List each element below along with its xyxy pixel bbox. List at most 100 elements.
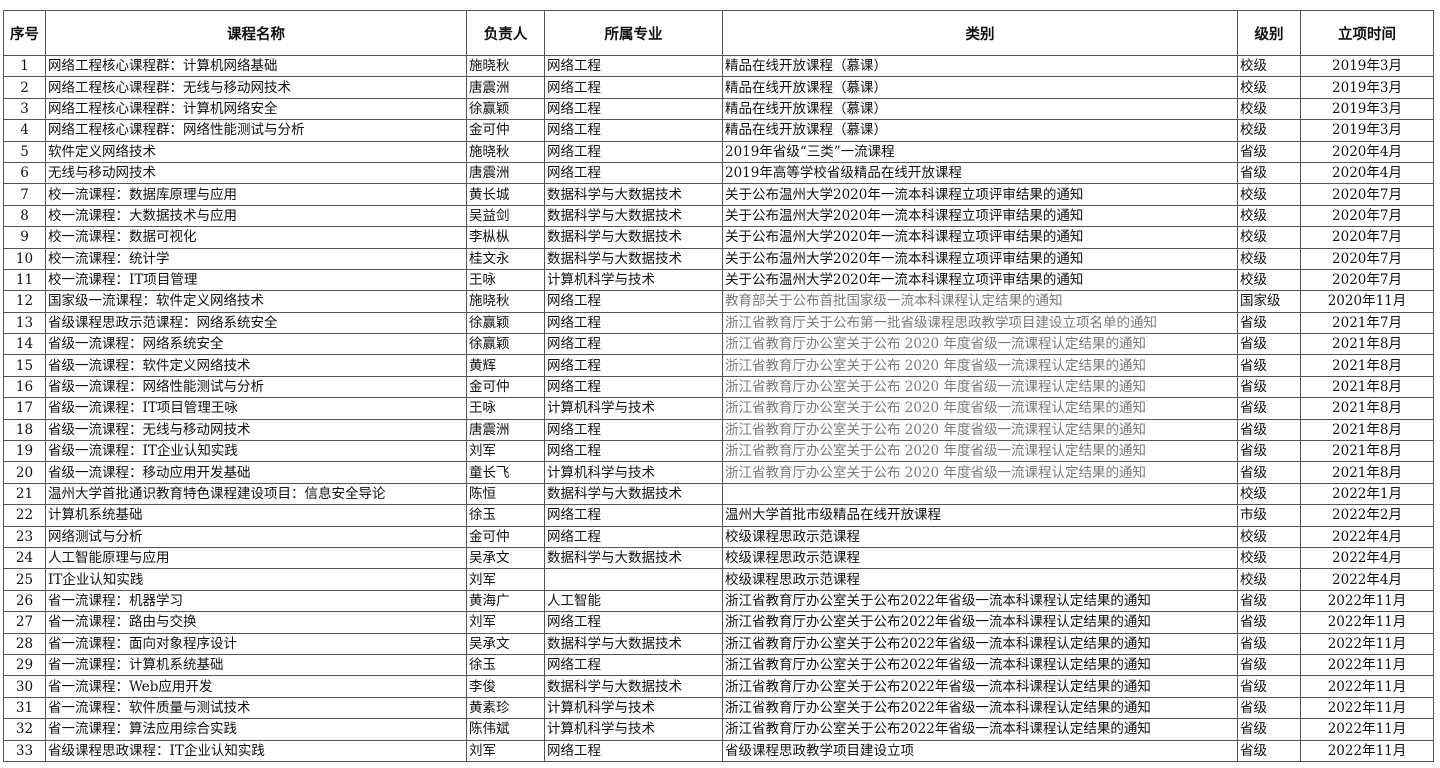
cell-no: 23 — [3, 525, 46, 548]
cell-owner: 徐赢颖 — [466, 333, 545, 356]
table-row: 24 人工智能原理与应用 吴承文 数据科学与大数据技术 校级课程思政示范课程 校级 2022… — [3, 546, 1434, 570]
table-row: 30 省一流课程：Web应用开发 李俊 数据科学与大数据技术 浙江省教育厅办公室关于公布… — [3, 675, 1434, 698]
table-row: 31 省一流课程：软件质量与测试技术 黄素珍 计算机科学与技术 浙江省教育厅办公室关于公… — [3, 696, 1434, 720]
table-row: 9 校一流课程：数据可视化 李枞枞 数据科学与大数据技术 关于公布温州大学2020年一流… — [3, 226, 1434, 249]
cell-course-name: 省级一流课程：软件定义网络技术 — [45, 354, 467, 377]
cell-course-name: 省一流课程：计算机系统基础 — [45, 653, 467, 677]
cell-owner: 王咏 — [466, 268, 545, 292]
cell-major: 网络工程 — [544, 418, 723, 442]
cell-level: 省级 — [1237, 354, 1301, 377]
cell-no: 15 — [3, 354, 46, 377]
cell-level: 省级 — [1237, 589, 1301, 613]
cell-major: 数据科学与大数据技术 — [544, 204, 723, 228]
course-table: 序号 课程名称 负责人 所属专业 类别 级别 立项时间 1 网络工程核心课程群：计… — [3, 10, 1434, 762]
table-row: 8 校一流课程：大数据技术与应用 吴益剑 数据科学与大数据技术 关于公布温州大学2020… — [3, 204, 1434, 228]
table-row: 4 网络工程核心课程群：网络性能测试与分析 金可仲 网络工程 精品在线开放课程（慕课）校… — [3, 119, 1434, 142]
table-row: 14 省级一流课程：网络系统安全 徐赢颖 网络工程 浙江省教育厅办公室关于公布 2020… — [3, 333, 1434, 356]
cell-major: 网络工程 — [544, 653, 723, 677]
table-row: 2 网络工程核心课程群：无线与移动网技术 唐震洲 网络工程 精品在线开放课程（慕课） 校级… — [3, 76, 1434, 99]
cell-major: 数据科学与大数据技术 — [544, 546, 723, 570]
cell-category: 温州大学首批市级精品在线开放课程 — [722, 504, 1238, 527]
table-row: 18 省级一流课程：无线与移动网技术 唐震洲 网络工程 浙江省教育厅办公室关于公布 20… — [3, 418, 1434, 442]
cell-category: 精品在线开放课程（慕课） — [722, 97, 1238, 121]
table-row: 22 计算机系统基础 徐玉 网络工程 温州大学首批市级精品在线开放课程 市级 2022年2月 — [3, 504, 1434, 527]
cell-level: 校级 — [1237, 482, 1301, 506]
cell-owner: 黄辉 — [466, 354, 545, 377]
table-row: 12 国家级一流课程：软件定义网络技术 施晓秋 网络工程 教育部关于公布首批国家级一流本… — [3, 290, 1434, 313]
cell-owner: 李枞枞 — [466, 226, 545, 249]
cell-level: 校级 — [1237, 247, 1301, 270]
cell-owner: 吴益剑 — [466, 204, 545, 228]
cell-level: 省级 — [1237, 440, 1301, 463]
cell-course-name: 人工智能原理与应用 — [45, 546, 467, 570]
cell-owner: 刘军 — [466, 739, 545, 762]
cell-no: 32 — [3, 718, 46, 741]
cell-course-name: 计算机系统基础 — [45, 504, 467, 527]
cell-level: 校级 — [1237, 568, 1301, 591]
cell-no: 31 — [3, 696, 46, 720]
table-row: 27 省一流课程：路由与交换 刘军 网络工程 浙江省教育厅办公室关于公布2022年省级一… — [3, 611, 1434, 634]
cell-owner: 施晓秋 — [466, 290, 545, 313]
cell-course-name: 省一流课程：软件质量与测试技术 — [45, 696, 467, 720]
cell-owner: 李俊 — [466, 675, 545, 698]
cell-major: 网络工程 — [544, 354, 723, 377]
cell-no: 7 — [3, 183, 46, 206]
cell-date: 2020年11月 — [1300, 290, 1434, 313]
cell-no: 33 — [3, 739, 46, 762]
cell-course-name: 网络工程核心课程群：计算机网络基础 — [45, 54, 467, 78]
cell-major: 数据科学与大数据技术 — [544, 226, 723, 249]
cell-no: 4 — [3, 119, 46, 142]
cell-date: 2022年4月 — [1300, 568, 1434, 591]
cell-level: 国家级 — [1237, 290, 1301, 313]
header-owner: 负责人 — [466, 10, 545, 56]
cell-course-name: 校一流课程：统计学 — [45, 247, 467, 270]
cell-date: 2019年3月 — [1300, 54, 1434, 78]
header-course-name: 课程名称 — [45, 10, 467, 56]
cell-category: 浙江省教育厅办公室关于公布 2020 年度省级一流课程认定结果的通知 — [722, 397, 1238, 420]
table-row: 15 省级一流课程：软件定义网络技术 黄辉 网络工程 浙江省教育厅办公室关于公布 202… — [3, 354, 1434, 377]
cell-level: 省级 — [1237, 333, 1301, 356]
cell-major: 数据科学与大数据技术 — [544, 183, 723, 206]
cell-level: 省级 — [1237, 653, 1301, 677]
cell-major — [544, 568, 723, 591]
cell-owner: 桂文永 — [466, 247, 545, 270]
cell-no: 29 — [3, 653, 46, 677]
cell-category: 教育部关于公布首批国家级一流本科课程认定结果的通知 — [722, 290, 1238, 313]
cell-category: 校级课程思政示范课程 — [722, 568, 1238, 591]
cell-course-name: 省级一流课程：网络性能测试与分析 — [45, 375, 467, 399]
table-row: 21 温州大学首批通识教育特色课程建设项目：信息安全导论 陈恒 数据科学与大数据技术 校… — [3, 482, 1434, 506]
cell-major: 网络工程 — [544, 311, 723, 335]
cell-owner: 金可仲 — [466, 525, 545, 548]
cell-owner: 黄长城 — [466, 183, 545, 206]
cell-major: 网络工程 — [544, 161, 723, 185]
table-row: 17 省级一流课程：IT项目管理王咏 王咏 计算机科学与技术 浙江省教育厅办公室关于公布… — [3, 397, 1434, 420]
cell-category: 浙江省教育厅办公室关于公布2022年省级一流本科课程认定结果的通知 — [722, 696, 1238, 720]
cell-category: 浙江省教育厅办公室关于公布2022年省级一流本科课程认定结果的通知 — [722, 589, 1238, 613]
cell-date: 2021年7月 — [1300, 311, 1434, 335]
cell-owner: 徐赢颖 — [466, 311, 545, 335]
cell-course-name: 省一流课程：算法应用综合实践 — [45, 718, 467, 741]
cell-category: 省级课程思政教学项目建设立项 — [722, 739, 1238, 762]
cell-owner: 王咏 — [466, 397, 545, 420]
cell-date: 2020年7月 — [1300, 268, 1434, 292]
cell-course-name: 校一流课程：大数据技术与应用 — [45, 204, 467, 228]
cell-date: 2020年4月 — [1300, 140, 1434, 163]
cell-level: 校级 — [1237, 268, 1301, 292]
cell-level: 省级 — [1237, 161, 1301, 185]
table-row: 26 省一流课程：机器学习 黄海广 人工智能 浙江省教育厅办公室关于公布2022年省级一… — [3, 589, 1434, 613]
cell-major: 计算机科学与技术 — [544, 461, 723, 484]
cell-date: 2022年4月 — [1300, 546, 1434, 570]
cell-owner: 施晓秋 — [466, 54, 545, 78]
cell-no: 3 — [3, 97, 46, 121]
cell-date: 2022年11月 — [1300, 589, 1434, 613]
table-row: 25 IT企业认知实践 刘军 校级课程思政示范课程 校级 2022年4月 — [3, 568, 1434, 591]
cell-course-name: 校一流课程：数据库原理与应用 — [45, 183, 467, 206]
cell-course-name: 省级一流课程：IT企业认知实践 — [45, 440, 467, 463]
cell-date: 2019年3月 — [1300, 76, 1434, 99]
cell-no: 10 — [3, 247, 46, 270]
cell-category: 关于公布温州大学2020年一流本科课程立项评审结果的通知 — [722, 247, 1238, 270]
cell-date: 2022年2月 — [1300, 504, 1434, 527]
cell-date: 2019年3月 — [1300, 97, 1434, 121]
cell-date: 2021年8月 — [1300, 354, 1434, 377]
cell-category — [722, 482, 1238, 506]
